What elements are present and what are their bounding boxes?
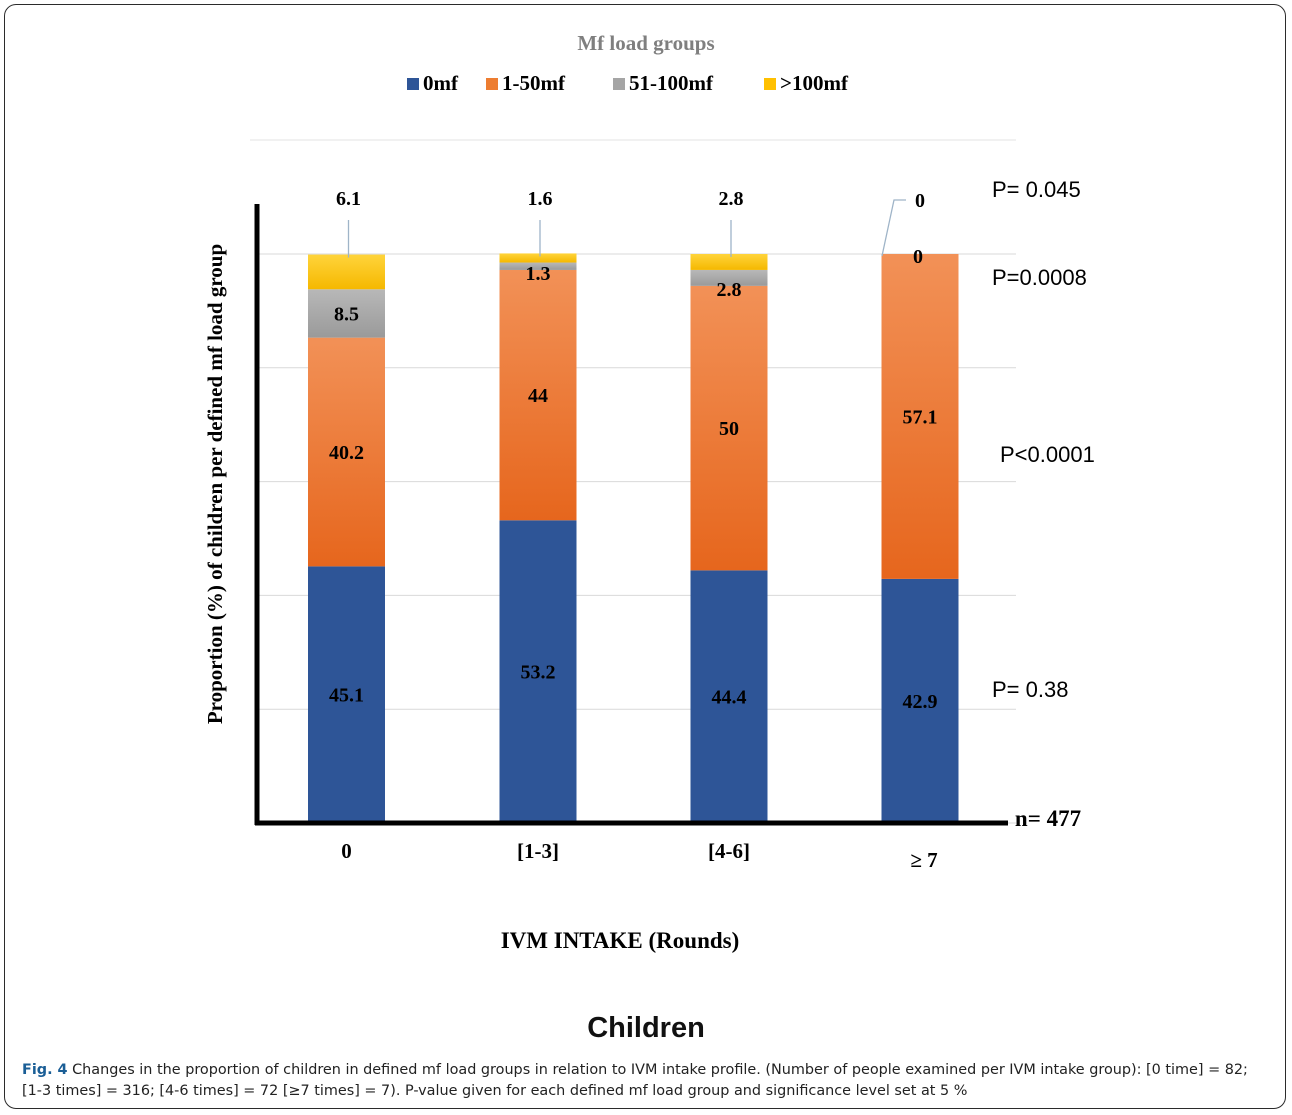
legend-label->100mf: >100mf (780, 71, 849, 95)
data-label-0mf-0: 45.1 (329, 685, 364, 707)
p-value-51-100mf: P=0.0008 (992, 265, 1087, 290)
data-label->100mf-2: 2.8 (719, 188, 744, 210)
data-label-1-50mf-3: 57.1 (903, 406, 938, 428)
data-label->100mf-0: 6.1 (336, 188, 361, 210)
bar-0mf-3 (881, 578, 959, 823)
bar-51-100mf-0 (308, 289, 385, 338)
x-tick-label-2: [4-6] (708, 839, 750, 863)
data-label->100mf-1: 1.6 (528, 188, 553, 210)
bar-51-100mf-1 (499, 262, 577, 270)
figure-title: Children (587, 1012, 705, 1044)
data-label-1-50mf-1: 44 (528, 385, 548, 407)
legend-swatch-51-100mf (613, 78, 625, 90)
p-value-annotations: P= 0.045 P=0.0008 P<0.0001 P= 0.38 (992, 177, 1095, 702)
legend-label-51-100mf: 51-100mf (629, 71, 714, 95)
data-label-0mf-1: 53.2 (521, 662, 556, 684)
legend: 0mf 1-50mf 51-100mf >100mf (407, 71, 849, 95)
bar-0mf-1 (499, 520, 577, 823)
figure-frame (4, 4, 1286, 1109)
data-label-0mf-3: 42.9 (903, 691, 938, 713)
caption-text: Changes in the proportion of children in… (22, 1062, 1248, 1099)
leader-line-3 (881, 199, 906, 257)
bar-1-50mf-0 (308, 337, 385, 567)
x-tick-label-1: [1-3] (517, 839, 559, 863)
bar-51-100mf-2 (690, 269, 768, 286)
legend-swatch->100mf (764, 78, 776, 90)
bars (308, 253, 959, 823)
p-value-0mf: P= 0.38 (992, 677, 1068, 702)
data-label-51-100mf-2: 2.8 (717, 279, 742, 301)
p-value-1-50mf: P<0.0001 (1000, 442, 1095, 467)
x-tick-label-0: 0 (341, 839, 352, 863)
stacked-bar-chart: Mf load groups 0mf 1-50mf 51-100mf >100mf 4… (203, 31, 1095, 953)
bar->100mf-2 (690, 254, 768, 270)
data-label->100mf-3: 0 (915, 190, 925, 212)
data-labels: 45.1 40.2 8.5 6.1 53.2 44 1.3 1.6 44.4 50 2.8 2.8 42… (329, 188, 938, 713)
x-axis-title: IVM INTAKE (Rounds) (501, 928, 740, 953)
figure-caption: Fig. 4 Changes in the proportion of chil… (22, 1060, 1272, 1102)
p-value->100mf: P= 0.045 (992, 177, 1081, 202)
x-tick-labels: 0 [1-3] [4-6] ≥ 7 (341, 839, 937, 872)
data-label-51-100mf-1: 1.3 (526, 263, 551, 285)
bar-1-50mf-2 (690, 285, 768, 571)
chart-title: Mf load groups (577, 31, 714, 55)
bar-0mf-2 (690, 570, 768, 823)
data-label-1-50mf-0: 40.2 (329, 442, 364, 464)
x-tick-label-3: ≥ 7 (910, 848, 937, 872)
bar-1-50mf-1 (499, 269, 577, 521)
bar-0mf-0 (308, 566, 385, 823)
legend-label-1-50mf: 1-50mf (502, 71, 566, 95)
data-label-51-100mf-3: 0 (913, 246, 923, 268)
caption-label: Fig. 4 (22, 1062, 68, 1078)
legend-swatch-0mf (407, 78, 419, 90)
bar-1-50mf-3 (881, 254, 959, 579)
data-label-0mf-2: 44.4 (712, 687, 747, 709)
y-axis-title: Proportion (%) of children per defined m… (203, 244, 227, 724)
legend-label-0mf: 0mf (423, 71, 459, 95)
sample-size-label: n= 477 (1015, 806, 1081, 831)
axes (254, 204, 1008, 826)
data-label-1-50mf-2: 50 (719, 418, 739, 440)
bar->100mf-0 (308, 254, 385, 290)
bar->100mf-1 (499, 253, 577, 263)
legend-swatch-1-50mf (486, 78, 498, 90)
data-label-51-100mf-0: 8.5 (334, 303, 359, 325)
